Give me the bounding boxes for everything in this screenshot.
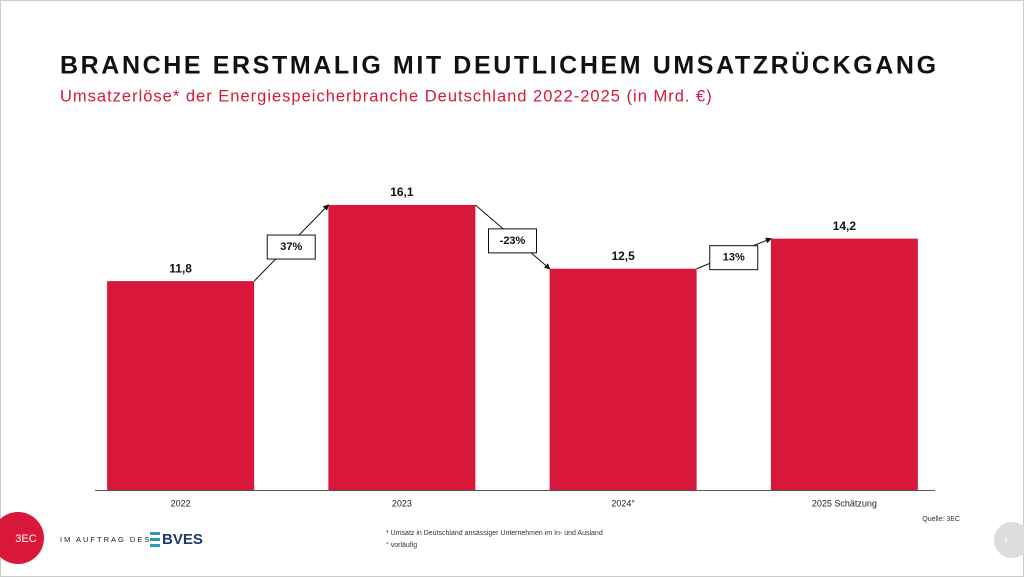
footnote: ° vorläufig bbox=[386, 541, 417, 549]
bar bbox=[107, 281, 255, 490]
chart-title: BRANCHE ERSTMALIG MIT DEUTLICHEM UMSATZR… bbox=[60, 51, 939, 80]
change-box bbox=[488, 228, 537, 254]
value-label: 16,1 bbox=[390, 185, 414, 199]
bar bbox=[770, 238, 918, 490]
partner-logo bbox=[150, 532, 160, 547]
x-tick-label: 2024° bbox=[611, 498, 635, 508]
source: Quelle: 3EC bbox=[922, 516, 960, 523]
change-box bbox=[709, 245, 759, 271]
partner: BVES bbox=[162, 531, 203, 548]
value-label: 11,8 bbox=[169, 261, 192, 275]
change-label: -23% bbox=[500, 235, 526, 247]
commission: IM AUFTRAG DES bbox=[60, 535, 151, 544]
value-label: 12,5 bbox=[611, 249, 635, 263]
logo-circle bbox=[0, 512, 44, 564]
x-tick-label: 2025 Schätzung bbox=[812, 498, 877, 508]
bar bbox=[549, 268, 697, 490]
logo: 3EC bbox=[15, 533, 36, 545]
value-label: 14,2 bbox=[833, 219, 857, 233]
bar bbox=[328, 205, 476, 490]
x-tick-label: 2022 bbox=[171, 498, 191, 508]
change-box bbox=[266, 234, 316, 260]
change-label: 13% bbox=[723, 252, 745, 264]
chart-subtitle: Umsatzerlöse* der Energiespeicherbranche… bbox=[60, 87, 713, 105]
x-tick-label: 2023 bbox=[392, 498, 412, 508]
change-label: 37% bbox=[280, 241, 302, 253]
page-badge bbox=[994, 522, 1024, 558]
footnote: * Umsatz in Deutschland ansässiger Unter… bbox=[386, 530, 603, 537]
page-number: 4 bbox=[1004, 537, 1008, 544]
